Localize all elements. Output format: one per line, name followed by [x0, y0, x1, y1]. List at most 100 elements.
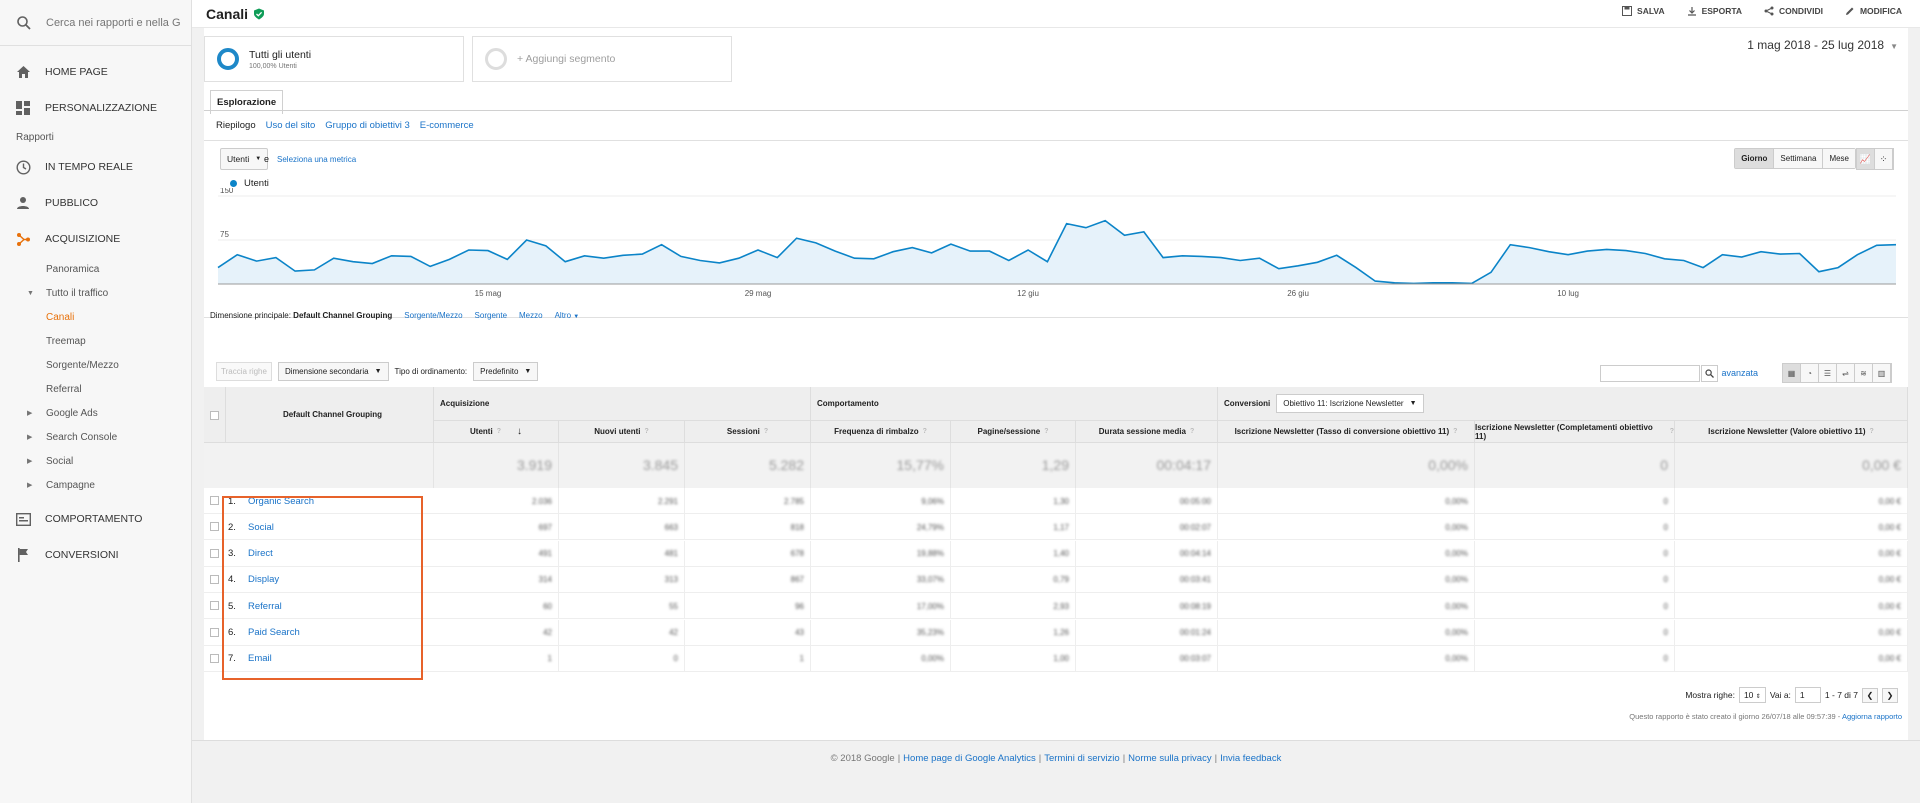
nav-acq-treemap[interactable]: Treemap — [0, 329, 191, 353]
help-icon[interactable]: ? — [1453, 428, 1458, 435]
nav-behavior[interactable]: COMPORTAMENTO — [0, 501, 191, 537]
dim-source-medium-link[interactable]: Sorgente/Mezzo — [404, 311, 463, 320]
pivot-view-icon[interactable]: ▥ — [1873, 364, 1891, 382]
nav-acq-google-ads[interactable]: ▶ Google Ads — [0, 401, 191, 425]
row-checkbox[interactable] — [210, 496, 219, 505]
sort-type-value: Predefinito — [480, 367, 519, 376]
help-icon[interactable]: ? — [1044, 428, 1049, 435]
row-checkbox[interactable] — [210, 574, 219, 584]
row-checkbox[interactable] — [210, 601, 219, 611]
nav-acq-all-traffic[interactable]: ▼ Tutto il traffico — [0, 281, 191, 305]
prev-page-button[interactable]: ❮ — [1862, 687, 1878, 703]
row-checkbox[interactable] — [210, 653, 219, 663]
channel-link[interactable]: Social — [248, 521, 274, 533]
channel-link[interactable]: Referral — [248, 600, 282, 612]
dim-source-link[interactable]: Sorgente — [474, 311, 508, 320]
footer-feedback-link[interactable]: Invia feedback — [1220, 753, 1282, 764]
help-icon[interactable]: ? — [644, 428, 649, 435]
save-button[interactable]: SALVA — [1622, 6, 1665, 16]
channel-link[interactable]: Organic Search — [248, 495, 315, 507]
row-checkbox[interactable] — [210, 522, 219, 532]
rows-per-page-select[interactable]: 10 ⇕ — [1738, 687, 1766, 703]
column-header[interactable]: Sessioni ? — [685, 421, 811, 443]
next-page-button[interactable]: ❯ — [1882, 687, 1898, 703]
sidebar-search[interactable]: Cerca nei rapporti e nella G — [0, 0, 191, 46]
period-week[interactable]: Settimana — [1774, 149, 1824, 168]
nav-acq-referral[interactable]: Referral — [0, 377, 191, 401]
subtab-goal-set[interactable]: Gruppo di obiettivi 3 — [325, 120, 410, 131]
channel-link[interactable]: Paid Search — [248, 627, 300, 638]
secondary-dimension-dropdown[interactable]: Dimensione secondaria ▼ — [277, 362, 389, 381]
data-table-view-icon[interactable]: ▦ — [1783, 364, 1801, 382]
period-day[interactable]: Giorno — [1735, 149, 1775, 168]
table-search-button[interactable] — [1701, 365, 1718, 382]
help-icon[interactable]: ? — [763, 428, 769, 435]
row-checkbox[interactable] — [210, 627, 219, 637]
edit-button[interactable]: MODIFICA — [1845, 6, 1902, 16]
subtab-site-usage[interactable]: Uso del sito — [265, 120, 316, 131]
nav-home[interactable]: HOME PAGE — [0, 54, 191, 90]
share-button[interactable]: CONDIVIDI — [1764, 6, 1823, 16]
export-button[interactable]: ESPORTA — [1687, 6, 1742, 16]
refresh-report-link[interactable]: Aggiorna rapporto — [1841, 712, 1902, 721]
advanced-filter-link[interactable]: avanzata — [1721, 368, 1758, 378]
help-icon[interactable]: ? — [922, 428, 927, 435]
dim-medium-link[interactable]: Mezzo — [519, 311, 543, 320]
column-header[interactable]: Iscrizione Newsletter (Tasso di conversi… — [1218, 421, 1475, 443]
nav-customization[interactable]: PERSONALIZZAZIONE — [0, 90, 191, 126]
help-icon[interactable]: ? — [1669, 428, 1674, 435]
plot-rows-button[interactable]: Traccia righe — [216, 362, 272, 381]
metric-dropdown[interactable]: Utenti ▼ — [220, 148, 269, 170]
nav-audience[interactable]: PUBBLICO — [0, 185, 191, 221]
channel-link[interactable]: Direct — [248, 548, 273, 560]
select-all-checkbox[interactable] — [210, 411, 219, 420]
help-icon[interactable]: ? — [496, 428, 501, 435]
date-range-picker[interactable]: 1 mag 2018 - 25 lug 2018 ▼ — [1747, 38, 1898, 52]
channel-link[interactable]: Display — [248, 574, 280, 586]
nav-acq-campaigns[interactable]: ▶ Campagne — [0, 473, 191, 497]
footer-home-link[interactable]: Home page di Google Analytics — [903, 753, 1036, 764]
nav-realtime[interactable]: IN TEMPO REALE — [0, 149, 191, 185]
nav-acquisition[interactable]: ACQUISIZIONE — [0, 221, 191, 257]
column-header[interactable]: Iscrizione Newsletter (Completamenti obi… — [1475, 421, 1675, 443]
column-header[interactable]: Pagine/sessione ? — [951, 421, 1076, 443]
sort-desc-icon[interactable]: ↓ — [516, 426, 522, 437]
conversion-goal-dropdown[interactable]: Obiettivo 11: Iscrizione Newsletter ▼ — [1276, 394, 1424, 413]
sort-type-dropdown[interactable]: Predefinito ▼ — [473, 362, 539, 381]
column-header[interactable]: Iscrizione Newsletter (Valore obiettivo … — [1675, 421, 1908, 443]
column-header[interactable]: Utenti ? ↓ — [434, 421, 559, 443]
term-cloud-view-icon[interactable]: ≋ — [1855, 364, 1873, 382]
period-month[interactable]: Mese — [1823, 149, 1855, 168]
nav-conversions[interactable]: CONVERSIONI — [0, 537, 191, 573]
select-metric-link[interactable]: Seleziona una metrica — [277, 155, 357, 164]
nav-acq-overview[interactable]: Panoramica — [0, 257, 191, 281]
nav-acq-source-medium[interactable]: Sorgente/Mezzo — [0, 353, 191, 377]
motion-chart-icon[interactable]: ⁘ — [1875, 149, 1893, 169]
column-header[interactable]: Frequenza di rimbalzo ? — [811, 421, 951, 443]
dimension-header[interactable]: Default Channel Grouping — [226, 387, 434, 443]
add-segment-button[interactable]: + Aggiungi segmento — [472, 36, 732, 82]
line-chart-icon[interactable]: 📈 — [1857, 149, 1875, 169]
goto-input[interactable]: 1 — [1794, 687, 1821, 703]
comparison-view-icon[interactable]: ⇌ — [1837, 364, 1855, 382]
channel-link[interactable]: Email — [248, 653, 272, 665]
nav-acq-channels[interactable]: Canali — [0, 305, 191, 329]
subtab-ecommerce[interactable]: E-commerce — [419, 120, 474, 131]
column-header[interactable]: Durata sessione media ? — [1076, 421, 1218, 443]
column-header[interactable]: Nuovi utenti ? — [559, 421, 685, 443]
segment-all-users[interactable]: Tutti gli utenti 100,00% Utenti — [204, 36, 464, 82]
cell-value: 678 — [790, 549, 804, 559]
help-icon[interactable]: ? — [1869, 428, 1874, 435]
dim-other-link[interactable]: Altro ▼ — [555, 311, 580, 320]
footer-privacy-link[interactable]: Norme sulla privacy — [1128, 753, 1212, 764]
footer-terms-link[interactable]: Termini di servizio — [1044, 753, 1120, 764]
nav-acq-social[interactable]: ▶ Social — [0, 449, 191, 473]
table-search-input[interactable] — [1600, 365, 1700, 382]
performance-view-icon[interactable]: ☰ — [1819, 364, 1837, 382]
subtab-summary[interactable]: Riepilogo — [216, 120, 256, 131]
row-checkbox[interactable] — [210, 548, 219, 558]
nav-acq-search-console[interactable]: ▶ Search Console — [0, 425, 191, 449]
users-series-line[interactable] — [217, 219, 1897, 285]
help-icon[interactable]: ? — [1189, 428, 1195, 435]
pie-view-icon[interactable]: ◔ — [1801, 364, 1819, 382]
